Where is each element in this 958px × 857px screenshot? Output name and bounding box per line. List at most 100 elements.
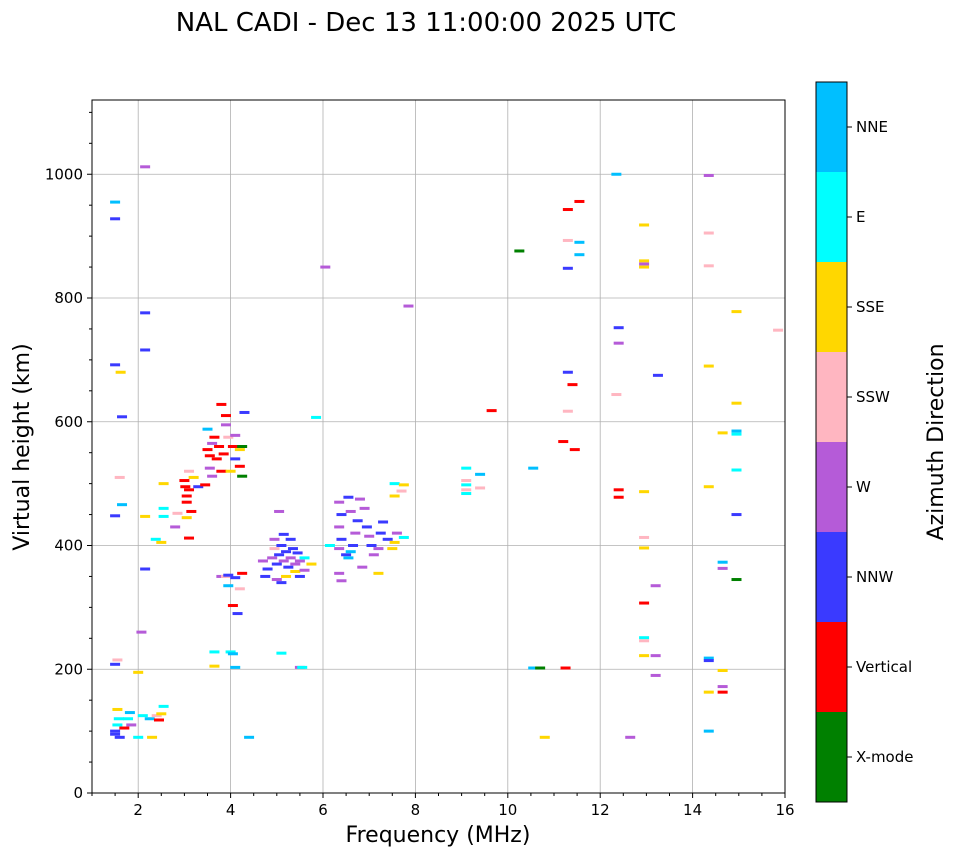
echo-point-w [290, 562, 301, 566]
echo-point-nnw [140, 311, 151, 315]
echo-point-e [311, 415, 322, 419]
echo-point-sse [133, 670, 144, 674]
echo-point-w [126, 723, 137, 727]
echo-point-nnw [283, 565, 294, 569]
echo-point-nnw [292, 551, 303, 555]
colorbar-tick-label: NNW [856, 568, 893, 586]
echo-point-ssw [461, 488, 472, 492]
echo-point-vertical [234, 464, 245, 468]
echo-point-vertical [211, 457, 222, 461]
echo-point-w [334, 571, 345, 575]
echo-point-nnw [361, 525, 372, 529]
echo-point-ssw [184, 469, 195, 473]
echo-point-w [368, 553, 379, 557]
echo-point-nnw [703, 659, 714, 663]
y-axis-label: Virtual height (km) [10, 343, 35, 550]
echo-point-nnw [114, 735, 125, 739]
echo-point-e [225, 650, 236, 654]
echo-point-w [320, 265, 331, 269]
echo-point-nne [574, 253, 585, 257]
echo-point-w [170, 525, 181, 529]
echo-point-nnw [348, 544, 359, 547]
colorbar-tick-label: W [856, 478, 871, 496]
echo-point-nnw [731, 513, 742, 517]
echo-point-sse [639, 654, 650, 658]
colorbar-tick-label: SSE [856, 298, 885, 316]
echo-point-nnw [343, 495, 354, 499]
echo-point-ssw [461, 479, 472, 483]
echo-point-e [398, 535, 409, 539]
echo-point-vertical [181, 494, 192, 498]
echo-point-nnw [110, 662, 121, 666]
echo-point-nne [717, 560, 728, 564]
echo-point-vertical [119, 726, 130, 730]
echo-point-w [278, 559, 289, 563]
echo-point-e [158, 514, 169, 518]
colorbar-segment-w [816, 442, 847, 532]
echo-point-vertical [216, 469, 227, 473]
echo-point-x-mode [535, 666, 546, 670]
echo-point-sse [147, 735, 158, 739]
echo-point-ssw [475, 486, 486, 490]
echo-point-nnw [276, 581, 287, 585]
echo-point-e [389, 482, 400, 486]
echo-point-sse [234, 448, 245, 452]
echo-point-w [650, 673, 661, 677]
echo-point-w [364, 534, 375, 538]
echo-point-e [133, 735, 144, 739]
echo-point-w [613, 341, 624, 345]
echo-point-e [158, 704, 169, 708]
echo-point-ssw [223, 435, 234, 439]
colorbar-segment-vertical [816, 622, 847, 712]
y-tick-label: 0 [73, 784, 83, 802]
echo-point-nnw [230, 457, 241, 461]
echo-point-e [137, 714, 148, 718]
echo-point-sse [181, 516, 192, 520]
echo-point-sse [115, 370, 126, 374]
echo-point-nne [703, 729, 714, 733]
echo-point-sse [398, 483, 409, 487]
echo-point-nnw [285, 537, 296, 541]
echo-point-nnw [193, 485, 204, 489]
colorbar-label: Azimuth Direction [924, 343, 949, 540]
echo-point-nnw [260, 574, 271, 578]
echo-point-e [209, 650, 220, 654]
echo-point-vertical [186, 509, 197, 513]
echo-point-w [625, 735, 636, 739]
echo-point-e [731, 432, 742, 436]
echo-point-sse [389, 494, 400, 498]
echo-point-sse [539, 735, 550, 739]
chart-title: NAL CADI - Dec 13 11:00:00 2025 UTC [176, 8, 676, 38]
echo-point-e [461, 483, 472, 487]
echo-point-sse [639, 546, 650, 550]
echo-point-x-mode [237, 445, 248, 448]
echo-point-w [274, 509, 285, 513]
echo-point-e [639, 636, 650, 640]
echo-point-w [391, 531, 402, 535]
echo-point-sse [281, 574, 292, 578]
echo-point-nnw [562, 370, 573, 374]
echo-point-w [230, 433, 241, 437]
echo-point-sse [639, 265, 650, 269]
grid-lines [92, 100, 785, 793]
echo-point-e [158, 506, 169, 510]
echo-point-ssw [703, 264, 714, 268]
x-tick-label: 14 [683, 801, 702, 819]
echo-point-w [207, 474, 218, 478]
echo-point-w [299, 568, 310, 572]
echo-point-vertical [613, 488, 624, 492]
echo-point-sse [703, 690, 714, 694]
echo-point-vertical [181, 500, 192, 504]
echo-point-vertical [220, 414, 231, 418]
echo-point-sse [717, 668, 728, 672]
echo-point-nne [230, 665, 241, 669]
echo-point-nnw [281, 550, 292, 554]
echo-point-nne [202, 427, 213, 431]
echo-point-nnw [562, 266, 573, 270]
echo-point-vertical [639, 601, 650, 605]
x-tick-label: 10 [498, 801, 517, 819]
echo-point-x-mode [237, 474, 248, 478]
echo-point-vertical [227, 445, 238, 448]
echo-point-nne [528, 466, 539, 470]
